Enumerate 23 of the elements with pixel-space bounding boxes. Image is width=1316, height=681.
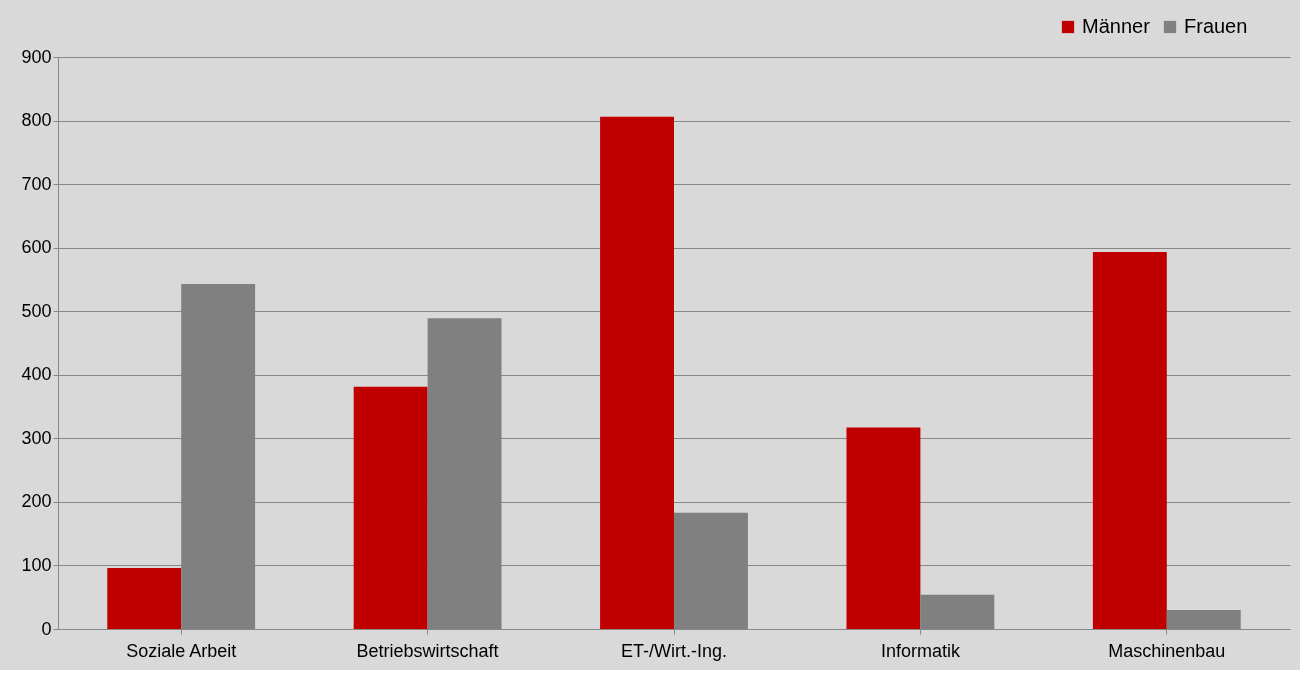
legend-label: Frauen: [1184, 15, 1248, 37]
bar: [1166, 609, 1241, 629]
bar: [600, 116, 674, 629]
y-tick-label: 500: [21, 300, 52, 321]
y-tick-label: 900: [21, 46, 52, 67]
x-tick-label: Informatik: [880, 640, 961, 661]
x-tick-label: Soziale Arbeit: [126, 640, 237, 661]
bar: [353, 386, 428, 629]
y-tick-label: 600: [21, 237, 52, 258]
y-tick-label: 300: [21, 427, 52, 448]
y-tick-label: 400: [21, 364, 52, 385]
y-tick-label: 200: [21, 491, 52, 512]
y-tick-label: 0: [41, 618, 52, 639]
bar: [846, 427, 921, 629]
x-tick-label: ET-/Wirt.-Ing.: [620, 640, 728, 661]
legend-label: Männer: [1082, 15, 1151, 37]
bar: [1092, 252, 1167, 629]
x-tick-label: Maschinenbau: [1108, 640, 1226, 661]
y-tick-label: 700: [21, 173, 52, 194]
bar: [107, 567, 182, 629]
x-tick-label: Betriebswirtschaft: [356, 640, 499, 661]
y-tick-label: 800: [21, 110, 52, 131]
y-tick-label: 100: [21, 554, 52, 575]
